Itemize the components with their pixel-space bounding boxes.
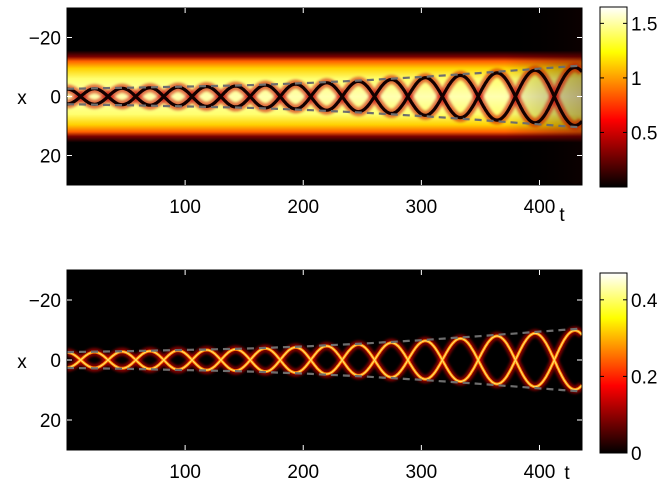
x-axis-label: t [564, 463, 570, 484]
axis-ticks: 100 200 300 400 −20 0 20 [29, 8, 582, 218]
x-tick-label: 100 [169, 462, 201, 483]
colorbar: 0.5 1 1.5 [599, 6, 657, 188]
analytic-envelope [67, 64, 582, 90]
colorbar-gradient [599, 6, 628, 188]
x-axis-label: t [559, 205, 565, 226]
heatmap-field [67, 270, 582, 450]
soliton-trajectories [67, 326, 582, 394]
x-tick-label: 300 [406, 462, 438, 483]
x-tick-label: 200 [287, 197, 319, 218]
colorbar-tick-label: 1.5 [631, 14, 657, 35]
axis-ticks: 100 200 300 400 −20 0 20 [29, 270, 582, 483]
analytic-envelope [67, 366, 582, 393]
x-tick-label: 200 [287, 462, 319, 483]
analytic-envelope [67, 103, 582, 129]
colorbar-tick-label: 0 [631, 444, 642, 465]
bottom-heatmap-panel: 100 200 300 400 −20 0 20 x t 0 0.2 0.4 [17, 269, 658, 484]
y-tick-label: 20 [40, 411, 61, 432]
colorbar-tick-label: 0.2 [631, 367, 657, 388]
colorbar-tick-label: 0.5 [631, 123, 657, 144]
colorbar-gradient [599, 272, 628, 454]
y-axis-label: x [17, 88, 27, 109]
y-tick-label: 0 [50, 351, 61, 372]
colorbar-tick-label: 0.4 [631, 291, 658, 312]
y-tick-label: 0 [50, 88, 61, 109]
x-tick-label: 400 [524, 462, 556, 483]
soliton-trajectories [67, 63, 582, 130]
y-tick-label: −20 [29, 29, 61, 50]
heatmap-edge-fade [67, 8, 582, 185]
colorbar-tick-label: 1 [631, 69, 642, 90]
colorbar: 0 0.2 0.4 [599, 272, 658, 465]
analytic-envelope [67, 327, 582, 354]
y-axis-label: x [17, 352, 27, 373]
y-tick-label: −20 [29, 291, 61, 312]
x-tick-label: 300 [406, 197, 438, 218]
y-tick-label: 20 [40, 147, 61, 168]
x-tick-label: 400 [524, 197, 556, 218]
top-heatmap-panel: 100 200 300 400 −20 0 20 x t 0.5 1 1.5 [17, 6, 657, 226]
x-tick-label: 100 [169, 197, 201, 218]
